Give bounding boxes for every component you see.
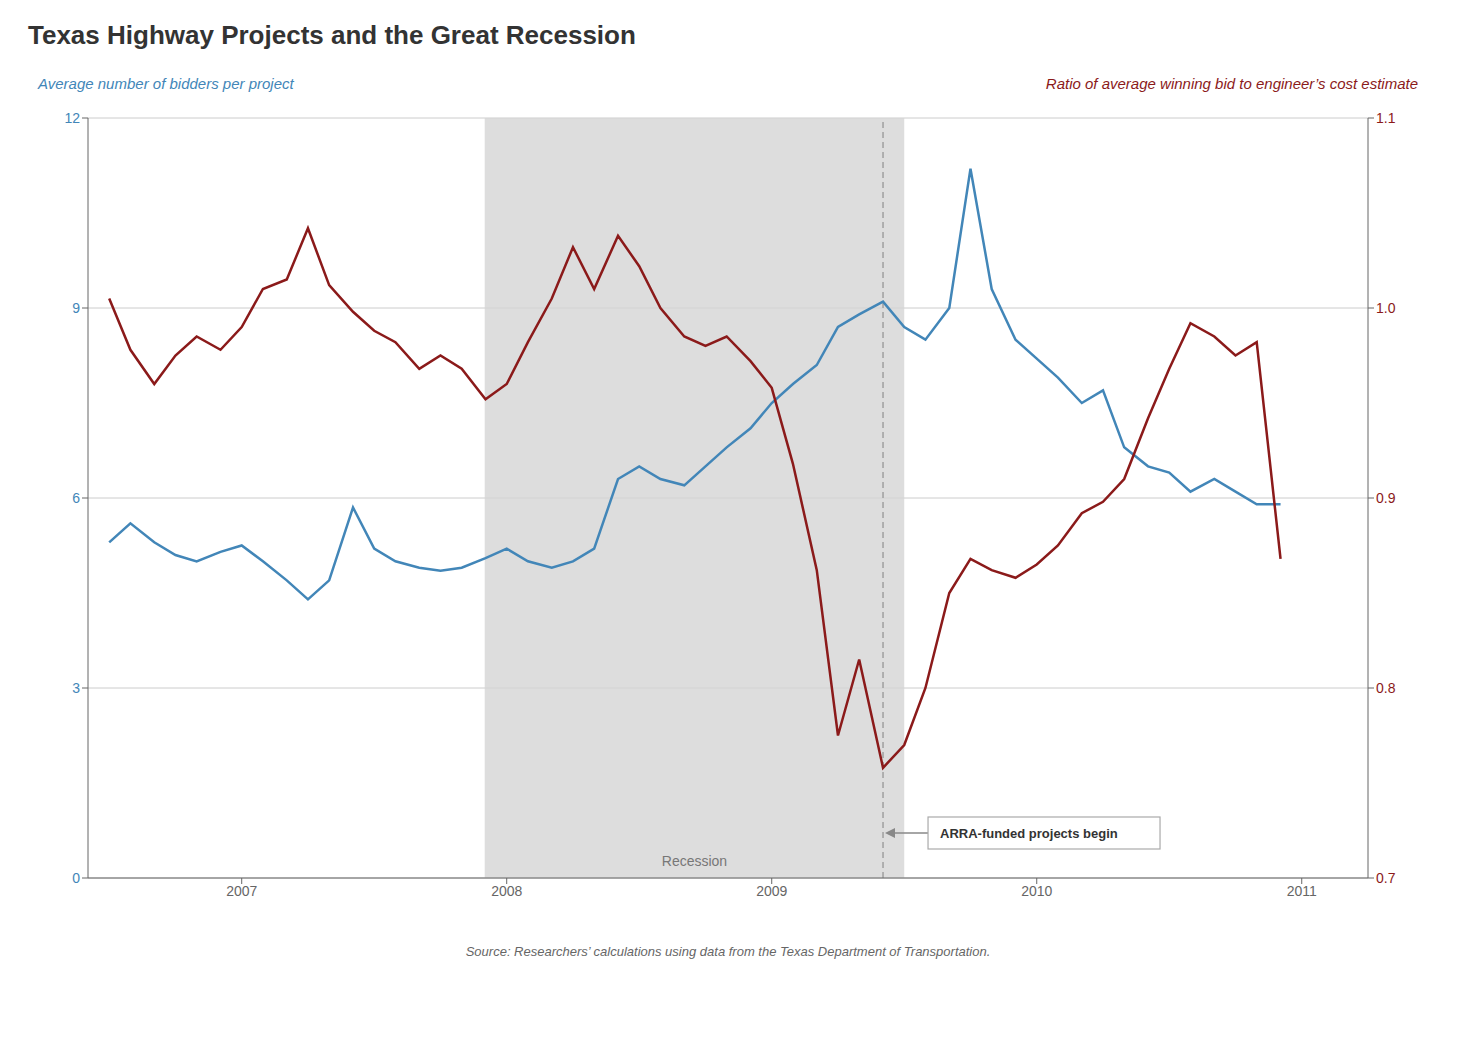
svg-text:2011: 2011 bbox=[1287, 883, 1317, 899]
svg-text:9: 9 bbox=[72, 300, 80, 316]
svg-text:0.8: 0.8 bbox=[1376, 680, 1396, 696]
svg-text:2007: 2007 bbox=[226, 883, 257, 899]
svg-text:0: 0 bbox=[72, 870, 80, 886]
html-text:Ratio of average winning bid t: Ratio of average winning bid to engineer… bbox=[1045, 75, 1418, 92]
svg-text:ARRA-funded projects begin: ARRA-funded projects begin bbox=[940, 826, 1118, 841]
svg-text:2009: 2009 bbox=[756, 883, 787, 899]
svg-text:12: 12 bbox=[64, 110, 80, 126]
svg-text:0.7: 0.7 bbox=[1376, 870, 1396, 886]
svg-text:0.9: 0.9 bbox=[1376, 490, 1396, 506]
svg-text:6: 6 bbox=[72, 490, 80, 506]
html-text:Average number of bidders per: Average number of bidders per project bbox=[38, 75, 294, 92]
svg-text:3: 3 bbox=[72, 680, 80, 696]
html-text:Source: Researchers’ calculati: Source: Researchers’ calculations using … bbox=[465, 944, 991, 959]
svg-text:1.0: 1.0 bbox=[1376, 300, 1396, 316]
svg-text:Recession: Recession bbox=[662, 853, 727, 869]
html-text:Texas Highway Projects and the: Texas Highway Projects and the Great Rec… bbox=[28, 20, 636, 50]
svg-text:2008: 2008 bbox=[491, 883, 522, 899]
svg-text:1.1: 1.1 bbox=[1376, 110, 1396, 126]
svg-text:2010: 2010 bbox=[1021, 883, 1052, 899]
